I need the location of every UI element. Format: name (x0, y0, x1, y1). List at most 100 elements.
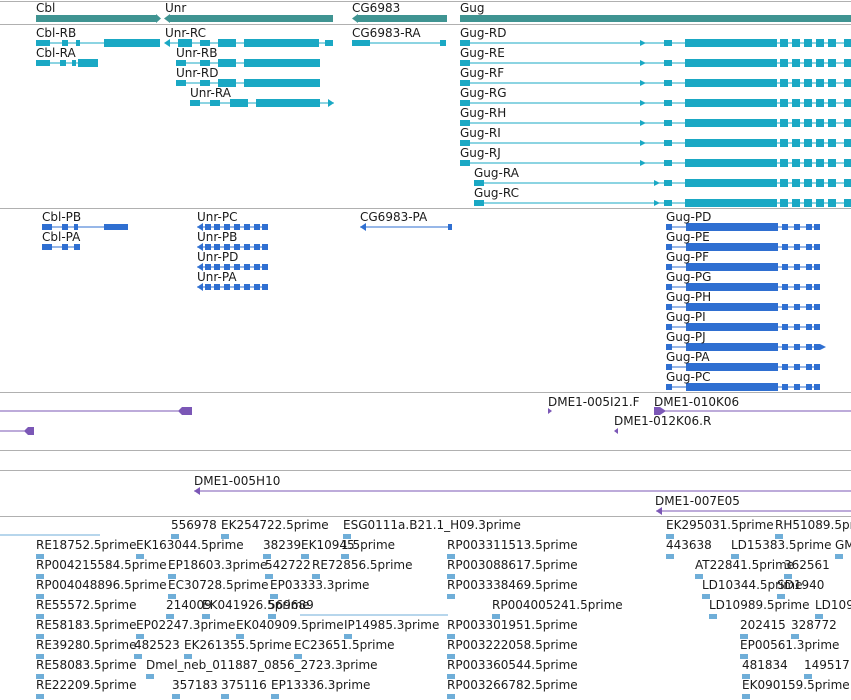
transcript-label[interactable]: Gug-RA (474, 166, 519, 180)
transcript-label[interactable]: Gug-RC (474, 186, 519, 200)
est-label[interactable]: RE72856.5prime (312, 558, 413, 572)
est-arrow-icon[interactable] (36, 574, 44, 579)
clone-left-1[interactable] (0, 407, 192, 415)
transcript-label[interactable]: CG6983-RA (352, 26, 421, 40)
transcript-label[interactable]: Gug-RG (460, 86, 507, 100)
protein-label[interactable]: Cbl-PB (42, 210, 82, 224)
transcript-label[interactable]: Gug-RD (460, 26, 507, 40)
est-label[interactable]: 149517 (804, 658, 850, 672)
protein-label[interactable]: Gug-PJ (666, 330, 706, 344)
est-arrow-icon[interactable] (268, 614, 276, 619)
est-arrow-icon[interactable] (168, 594, 176, 599)
clone-left-2[interactable] (0, 427, 34, 435)
est-arrow-icon[interactable] (447, 674, 455, 679)
est-arrow-icon[interactable] (447, 634, 455, 639)
protein-label[interactable]: Unr-PD (197, 250, 239, 264)
gene-label-gug[interactable]: Gug (460, 1, 485, 15)
transcript-label[interactable]: Unr-RD (176, 66, 219, 80)
gene-bar-unr[interactable] (170, 15, 333, 22)
protein-label[interactable]: Gug-PA (666, 350, 710, 364)
est-arrow-icon[interactable] (666, 534, 674, 539)
est-arrow-icon[interactable] (136, 554, 144, 559)
est-label[interactable]: EP18603.3prime (168, 558, 268, 572)
est-label[interactable]: 38239 (263, 538, 302, 552)
est-label[interactable]: RP003266782.5prime (447, 678, 578, 692)
est-arrow-icon[interactable] (263, 554, 271, 559)
est-arrow-icon[interactable] (447, 694, 455, 699)
est-label[interactable]: EK10945 (301, 538, 355, 552)
est-arrow-icon[interactable] (294, 654, 302, 659)
est-label[interactable]: RP003222058.5prime (447, 638, 578, 652)
est-label[interactable]: EK040909.5prime (236, 618, 344, 632)
est-arrow-icon[interactable] (134, 654, 142, 659)
transcript-gug-row[interactable] (460, 59, 851, 67)
transcript-label[interactable]: Unr-RC (165, 26, 207, 40)
est-label[interactable]: RP003360544.5prime (447, 658, 578, 672)
est-label[interactable]: LD15383.5prime (731, 538, 832, 552)
est-label[interactable]: EK163044.5prime (136, 538, 244, 552)
est-arrow-icon[interactable] (702, 594, 710, 599)
protein-label[interactable]: Gug-PH (666, 290, 712, 304)
est-label[interactable]: EC30728.5prime (168, 578, 269, 592)
est-arrow-icon[interactable] (184, 654, 192, 659)
protein-label[interactable]: Gug-PE (666, 230, 710, 244)
clone-label[interactable]: DME1-010K06 (654, 395, 740, 409)
est-label[interactable]: Dmel_neb_011887_0856_2723.3prime (146, 658, 378, 672)
est-label[interactable]: 569689 (268, 598, 314, 612)
transcript-label[interactable]: Cbl-RA (36, 46, 76, 60)
est-arrow-icon[interactable] (492, 614, 500, 619)
est-arrow-icon[interactable] (301, 554, 309, 559)
est-arrow-icon[interactable] (146, 674, 154, 679)
est-arrow-icon[interactable] (804, 674, 812, 679)
est-arrow-icon[interactable] (815, 614, 823, 619)
est-arrow-icon[interactable] (36, 634, 44, 639)
gene-label-unr[interactable]: Unr (165, 1, 187, 15)
est-label[interactable]: 375116 (221, 678, 267, 692)
protein-gug-row[interactable] (666, 383, 820, 391)
est-arrow-icon[interactable] (202, 614, 210, 619)
protein-label[interactable]: Unr-PA (197, 270, 237, 284)
transcript-label[interactable]: Gug-RF (460, 66, 505, 80)
est-arrow-icon[interactable] (791, 634, 799, 639)
clone-label[interactable]: DME1-005H10 (194, 474, 281, 488)
protein-label[interactable]: CG6983-PA (360, 210, 428, 224)
transcript-gug-row[interactable] (460, 99, 851, 107)
est-label[interactable]: SD1940 (777, 578, 825, 592)
protein-gug-row[interactable] (666, 263, 820, 271)
est-arrow-icon[interactable] (172, 694, 180, 699)
est-label[interactable]: 542722 (265, 558, 311, 572)
protein-label[interactable]: Gug-PF (666, 250, 709, 264)
gene-bar-gug[interactable] (460, 15, 851, 22)
est-label[interactable]: LD10344.5prime (702, 578, 803, 592)
transcript-unr-rd[interactable] (176, 79, 320, 87)
transcript-label[interactable]: Gug-RE (460, 46, 505, 60)
protein-gug-row[interactable] (666, 343, 826, 351)
est-label[interactable]: RE58083.5prime (36, 658, 137, 672)
est-label[interactable]: EK295031.5prime (666, 518, 774, 532)
protein-gug-row[interactable] (666, 323, 820, 331)
est-arrow-icon[interactable] (221, 694, 229, 699)
protein-gug-row[interactable] (666, 223, 820, 231)
clone-010k06[interactable] (654, 407, 851, 415)
est-arrow-icon[interactable] (236, 634, 244, 639)
est-label[interactable]: 443638 (666, 538, 712, 552)
est-label[interactable]: RE58183.5prime (36, 618, 137, 632)
protein-unr-row[interactable] (197, 283, 268, 291)
est-arrow-icon[interactable] (835, 554, 843, 559)
protein-cg6983-pa[interactable] (360, 223, 452, 231)
est-label[interactable]: 357183 (172, 678, 218, 692)
protein-label[interactable]: Cbl-PA (42, 230, 81, 244)
clone-label[interactable]: DME1-007E05 (655, 494, 740, 508)
est-label[interactable]: IP14985.3prime (344, 618, 440, 632)
est-arrow-icon[interactable] (270, 594, 278, 599)
protein-label[interactable]: Gug-PD (666, 210, 712, 224)
est-label[interactable]: RE22209.5prime (36, 678, 137, 692)
transcript-unr-rb[interactable] (176, 59, 320, 67)
est-arrow-icon[interactable] (36, 614, 44, 619)
est-arrow-icon[interactable] (742, 674, 750, 679)
est-arrow-icon[interactable] (136, 634, 144, 639)
protein-label[interactable]: Unr-PC (197, 210, 238, 224)
transcript-gug-row[interactable] (460, 79, 851, 87)
transcript-unr-ra[interactable] (190, 99, 334, 107)
est-label[interactable]: 362561 (784, 558, 830, 572)
